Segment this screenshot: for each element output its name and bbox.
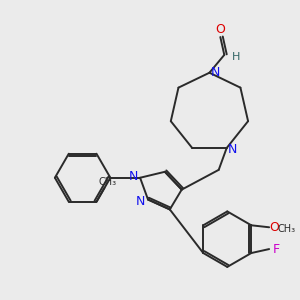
Text: H: H xyxy=(232,52,240,62)
Text: O: O xyxy=(269,221,279,234)
Text: N: N xyxy=(211,66,220,79)
Text: N: N xyxy=(135,195,145,208)
Text: F: F xyxy=(272,243,280,256)
Text: N: N xyxy=(228,142,237,155)
Text: CH₃: CH₃ xyxy=(98,177,116,187)
Text: CH₃: CH₃ xyxy=(278,224,296,234)
Text: O: O xyxy=(215,22,225,36)
Text: N: N xyxy=(128,170,138,183)
